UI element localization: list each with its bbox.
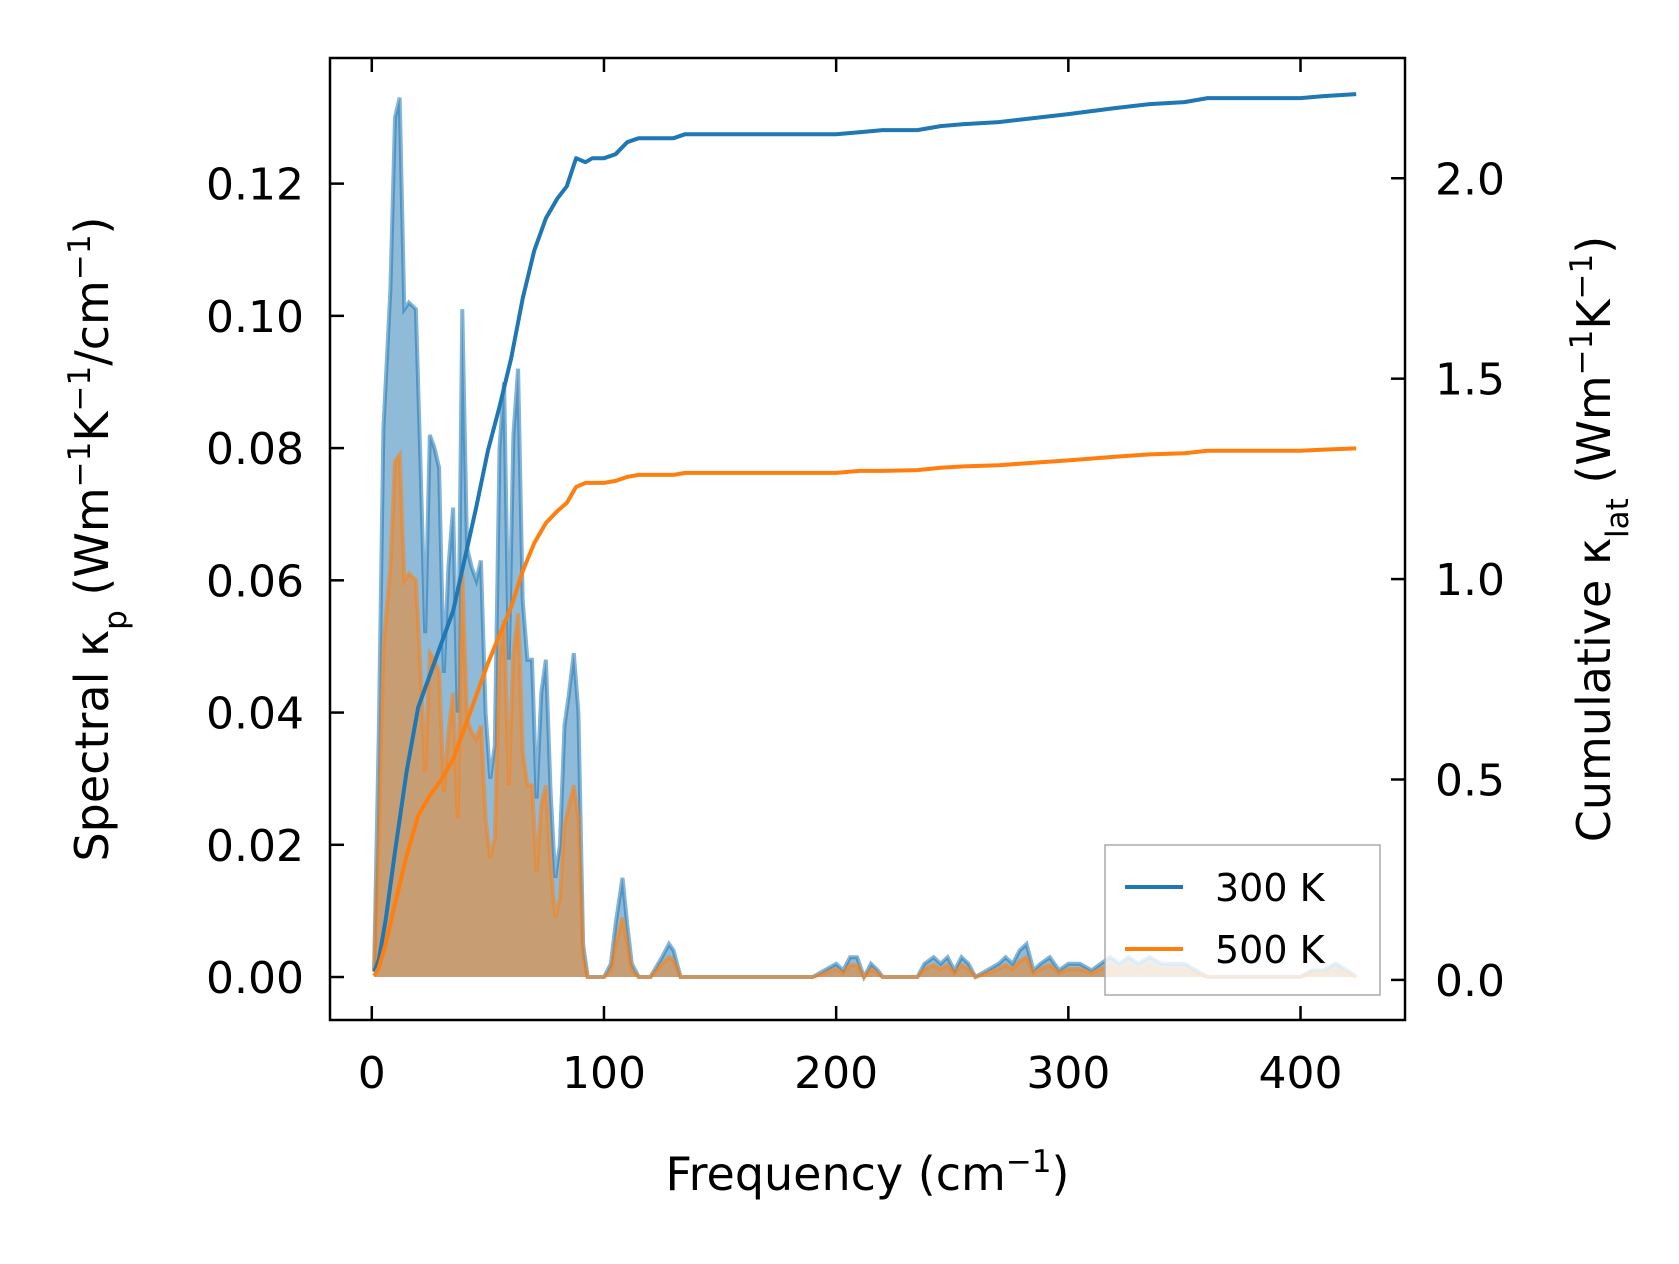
- cumulative-line-500k: [372, 446, 1357, 977]
- y-right-tick-label: 2.0: [1435, 154, 1505, 205]
- x-tick-label: 200: [794, 1048, 878, 1099]
- y-right-tick-label: 1.5: [1435, 355, 1505, 406]
- y-axis-right: 0.0 0.5 1.0 1.5 2.0: [1391, 154, 1505, 1007]
- y-axis-left: 0.00 0.02 0.04 0.06 0.08 0.10 0.12: [206, 160, 344, 1004]
- cumulative-line-300k: [372, 92, 1357, 973]
- x-tick-label: 400: [1259, 1048, 1343, 1099]
- axes-frame: [328, 56, 1407, 1022]
- x-axis: 0 100 200 300 400: [358, 58, 1343, 1099]
- spectral-area-500k: [374, 454, 1357, 977]
- plot-area: [372, 92, 1358, 982]
- y-right-tick-label: 1.0: [1435, 555, 1505, 606]
- spectral-line-500k: [372, 448, 1357, 981]
- legend-label-500k: 500 K: [1215, 928, 1326, 972]
- y-axis-left-label: Spectral κp (Wm−1K−1/cm−1): [62, 216, 134, 861]
- y-left-tick-label: 0.08: [206, 424, 304, 475]
- y-left-tick-label: 0.00: [206, 953, 304, 1004]
- legend: 300 K 500 K: [1104, 844, 1381, 996]
- x-tick-label: 100: [562, 1048, 646, 1099]
- legend-box: [1104, 844, 1381, 996]
- y-left-tick-label: 0.10: [206, 292, 304, 343]
- x-tick-label: 0: [358, 1048, 386, 1099]
- legend-label-300k: 300 K: [1215, 866, 1326, 910]
- y-left-tick-label: 0.12: [206, 160, 304, 211]
- y-right-tick-label: 0.5: [1435, 756, 1505, 807]
- y-right-tick-label: 0.0: [1435, 956, 1505, 1007]
- y-axis-right-label: Cumulative κlat (Wm−1K−1): [1564, 236, 1636, 842]
- y-left-tick-label: 0.02: [206, 821, 304, 872]
- y-left-tick-label: 0.06: [206, 556, 304, 607]
- y-left-tick-label: 0.04: [206, 689, 304, 740]
- x-tick-label: 300: [1026, 1048, 1110, 1099]
- x-axis-label: Frequency (cm−1): [666, 1144, 1070, 1201]
